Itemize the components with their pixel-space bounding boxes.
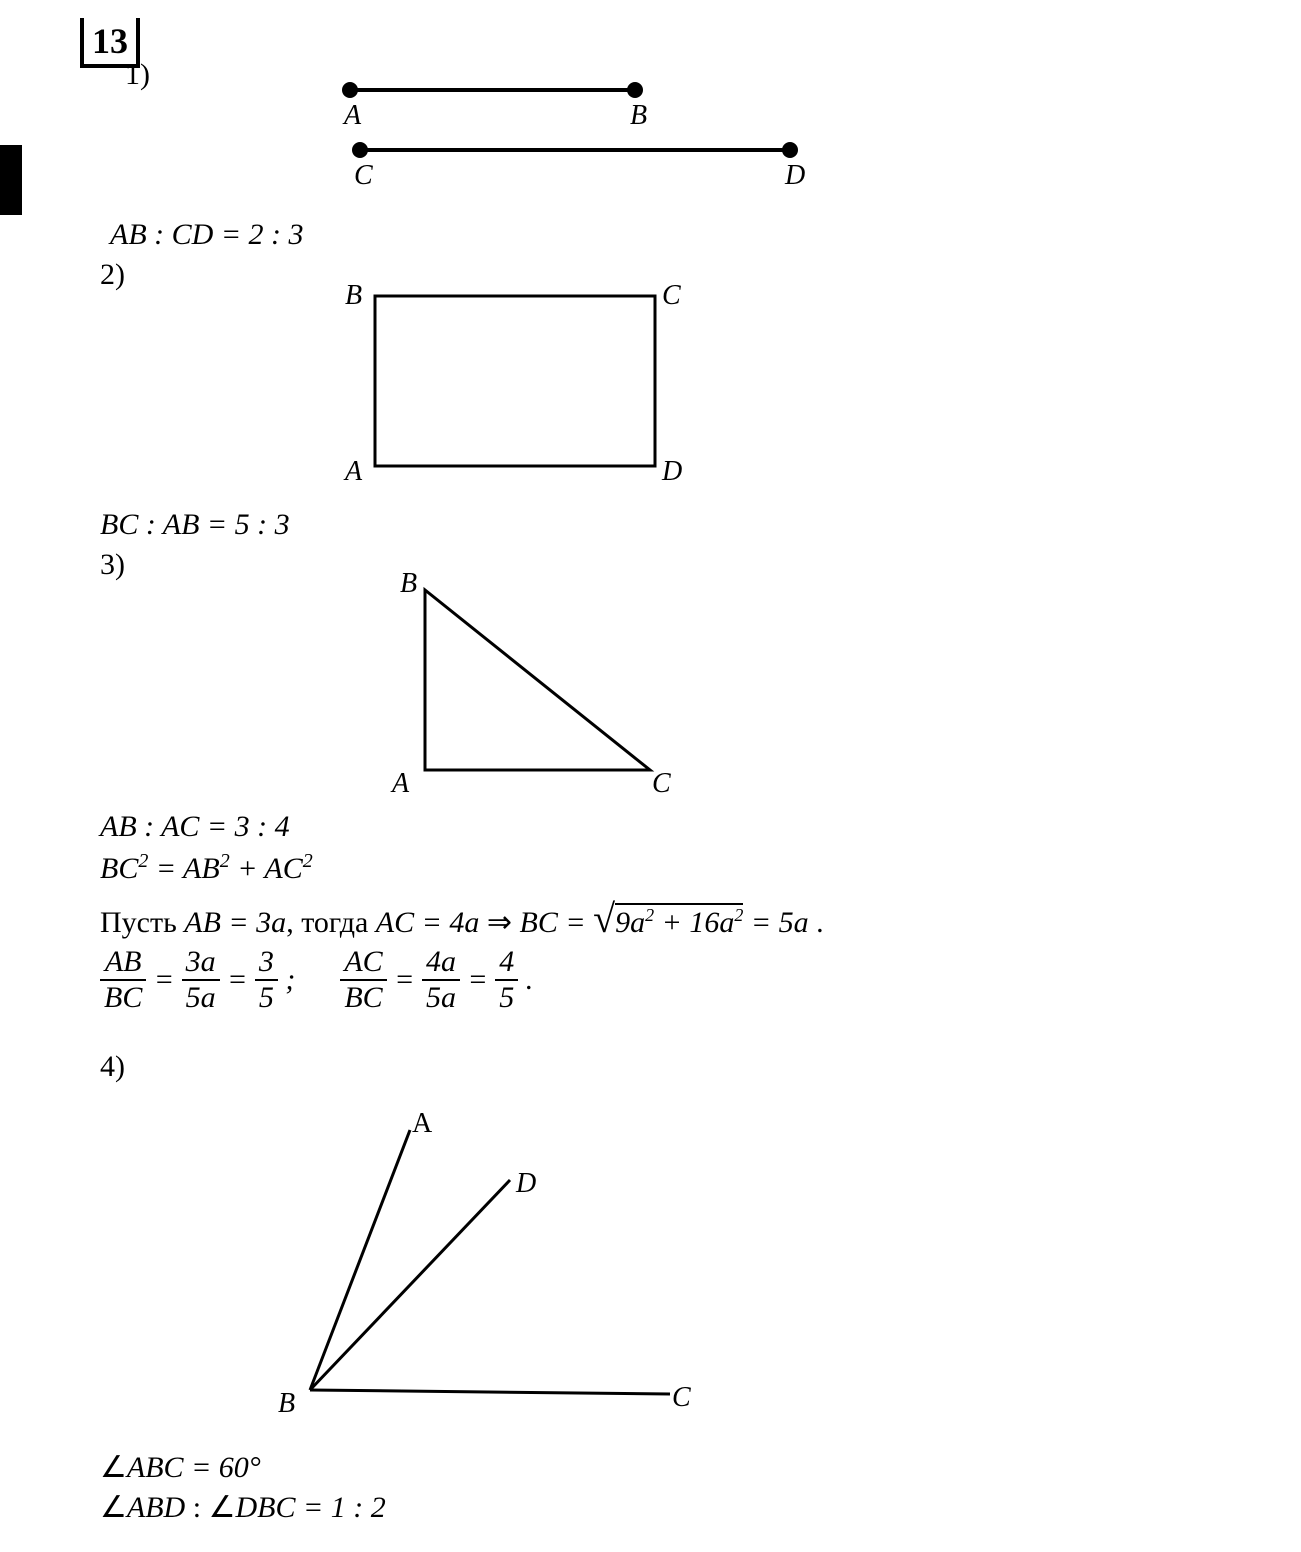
label-D4: D (516, 1168, 536, 1200)
label-D2: D (662, 456, 682, 488)
part1-ratio: AB : CD = 2 : 3 (110, 218, 304, 252)
part3-line1: AB : AC = 3 : 4 (100, 810, 290, 844)
part2-ratio: BC : AB = 5 : 3 (100, 508, 290, 542)
label-C2: C (662, 280, 681, 312)
part3-line3: Пусть AB = 3a, тогда AC = 4a ⇒ BC = √9a2… (100, 895, 824, 942)
part1-segments (0, 0, 900, 200)
label-B2: B (345, 280, 362, 312)
label-D: D (785, 160, 805, 192)
part3-line2: BC2 = AB2 + AC2 (100, 850, 313, 886)
part4-line2: ∠ABD : ∠DBC = 1 : 2 (100, 1490, 386, 1525)
label-C4: C (672, 1382, 691, 1414)
label-A3: A (392, 768, 409, 800)
label-B: B (630, 100, 647, 132)
label-B3: B (400, 568, 417, 600)
part4-line1: ∠ABC = 60° (100, 1450, 261, 1485)
label-A2: A (345, 456, 362, 488)
label-C: C (354, 160, 373, 192)
part4-label: 4) (100, 1050, 125, 1084)
label-C3: C (652, 768, 671, 800)
part3-fracs: ABBC = 3a5a = 35 ; ACBC = 4a5a = 45 . (100, 945, 533, 1015)
part2-rectangle (0, 280, 800, 530)
label-A: A (344, 100, 361, 132)
label-A4: A (412, 1108, 432, 1140)
label-B4: B (278, 1388, 295, 1420)
